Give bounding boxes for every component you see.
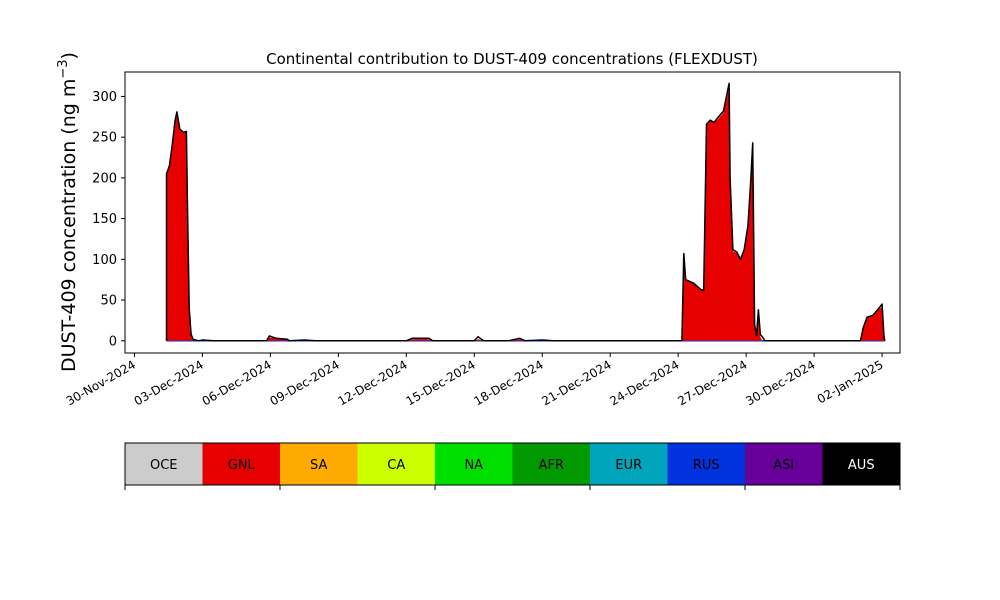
area-series-gnl (166, 88, 885, 341)
legend-swatch-rus (667, 443, 745, 485)
legend-colorbar: OCE GNL SA CA NA AFR EUR RUS ASI AUS (124, 442, 901, 490)
x-tick-label: 06-Dec-2024 (200, 357, 274, 408)
legend-label-sa: SA (310, 458, 327, 473)
legend-label-eur: EUR (615, 458, 642, 473)
legend-label-ca: CA (387, 458, 405, 473)
total-concentration-line (165, 82, 886, 342)
y-tick-label: 250 (92, 131, 117, 146)
x-tick-label: 21-Dec-2024 (539, 357, 613, 408)
y-axis-label-close: ) (58, 52, 80, 59)
x-tick-label: 27-Dec-2024 (675, 357, 749, 408)
x-tick-label: 30-Dec-2024 (743, 357, 817, 408)
legend-swatch-afr (512, 443, 590, 485)
legend-swatch-sa (280, 443, 358, 485)
y-tick-label: 300 (92, 90, 117, 105)
legend-label-gnl: GNL (228, 458, 256, 473)
y-axis-label: DUST-409 concentration (ng m−3) (56, 52, 80, 372)
y-tick-label: 0 (109, 334, 117, 349)
y-tick-label: 50 (100, 294, 117, 309)
y-axis-label-main: DUST-409 concentration (ng m (58, 79, 80, 372)
legend-label-aus: AUS (848, 458, 875, 473)
x-tick-label: 12-Dec-2024 (336, 357, 410, 408)
x-tick-label: 24-Dec-2024 (607, 357, 681, 408)
legend-label-rus: RUS (693, 458, 720, 473)
legend-label-asi: ASI (773, 458, 794, 473)
x-tick-label: 18-Dec-2024 (471, 357, 545, 408)
legend-swatch-ca (357, 443, 435, 485)
y-tick-label: 200 (92, 171, 117, 186)
legend-frame (124, 442, 901, 486)
legend-swatch-oce (125, 443, 203, 485)
x-tick-label: 02-Jan-2025 (815, 357, 886, 406)
y-axis-label-sup: −3 (56, 59, 71, 78)
x-tick-label: 03-Dec-2024 (132, 357, 206, 408)
legend-label-oce: OCE (150, 458, 178, 473)
legend-swatch-gnl (202, 443, 280, 485)
plot-area (165, 82, 886, 342)
chart-title: Continental contribution to DUST-409 con… (266, 50, 758, 68)
axes-frame (124, 71, 901, 354)
legend-label-afr: AFR (539, 458, 564, 473)
legend-label-na: NA (464, 458, 483, 473)
x-tick-label: 15-Dec-2024 (403, 357, 477, 408)
y-tick-label: 100 (92, 253, 117, 268)
x-tick-label: 09-Dec-2024 (268, 357, 342, 408)
axes: 05010015020025030030-Nov-202403-Dec-2024… (64, 71, 901, 408)
legend-swatch-asi (745, 443, 823, 485)
legend-swatch-aus (822, 443, 900, 485)
legend-swatch-na (435, 443, 513, 485)
legend-swatch-eur (590, 443, 668, 485)
y-tick-label: 150 (92, 212, 117, 227)
